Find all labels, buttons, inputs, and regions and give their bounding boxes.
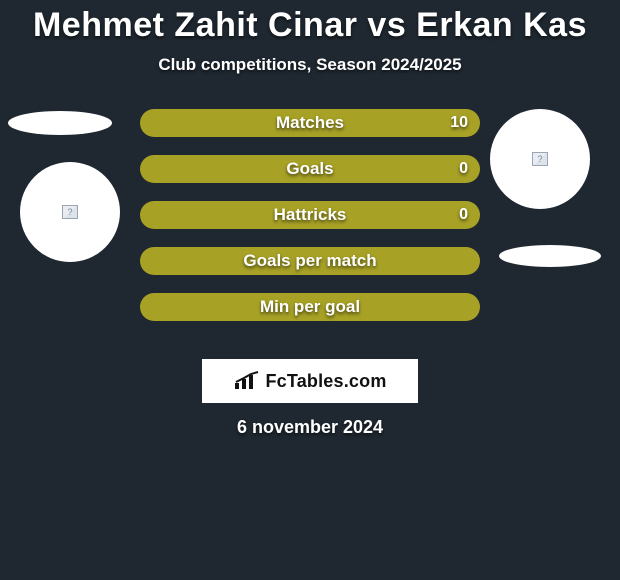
brand-text: FcTables.com: [265, 371, 386, 392]
subtitle: Club competitions, Season 2024/2025: [0, 55, 620, 75]
stat-row: Goals 0: [140, 155, 480, 183]
stat-row: Min per goal: [140, 293, 480, 321]
stat-label: Matches: [276, 113, 344, 133]
stat-row: Hattricks 0: [140, 201, 480, 229]
page-title: Mehmet Zahit Cinar vs Erkan Kas: [0, 0, 620, 45]
stat-row: Matches 10: [140, 109, 480, 137]
image-placeholder-icon: [532, 152, 548, 166]
stat-row: Goals per match: [140, 247, 480, 275]
brand-badge: FcTables.com: [202, 359, 418, 403]
stat-value-right: 0: [459, 206, 468, 224]
brand-bars-icon: [233, 371, 261, 391]
player-left-avatar: [20, 162, 120, 262]
stat-label: Min per goal: [260, 297, 360, 317]
player-right-avatar: [490, 109, 590, 209]
image-placeholder-icon: [62, 205, 78, 219]
stat-label: Goals per match: [243, 251, 376, 271]
comparison-arena: Matches 10 Goals 0 Hattricks 0 Goals per…: [0, 109, 620, 349]
stat-value-right: 0: [459, 160, 468, 178]
stat-value-right: 10: [450, 114, 468, 132]
right-ellipse-shadow: [499, 245, 601, 267]
stat-label: Hattricks: [274, 205, 347, 225]
left-ellipse-shadow: [8, 111, 112, 135]
stat-label: Goals: [286, 159, 333, 179]
stat-bars: Matches 10 Goals 0 Hattricks 0 Goals per…: [140, 109, 480, 339]
generated-date: 6 november 2024: [0, 417, 620, 438]
